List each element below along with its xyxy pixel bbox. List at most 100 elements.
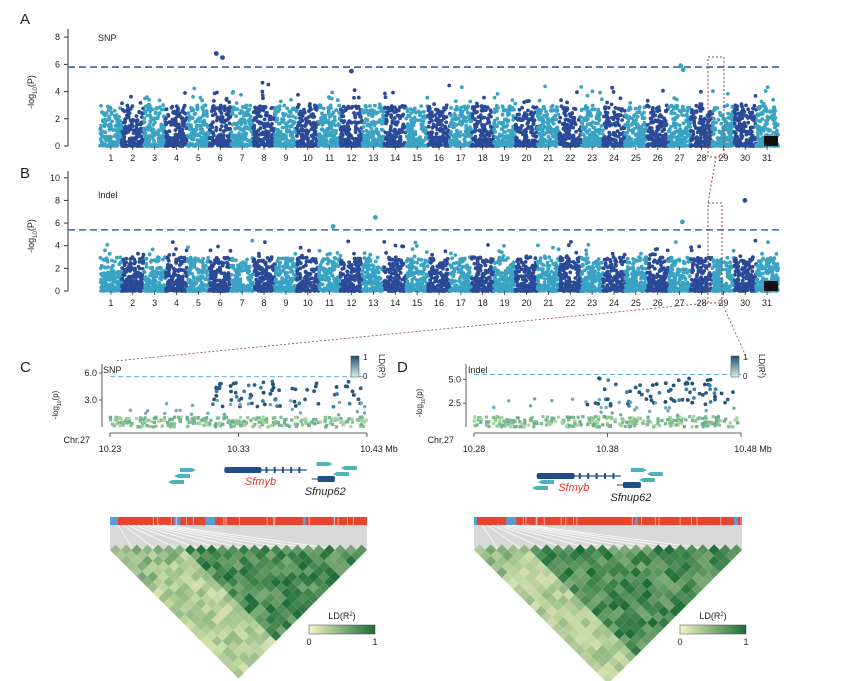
data-point (458, 134, 462, 139)
data-point (673, 125, 678, 130)
data-point (519, 143, 524, 148)
data-point (434, 143, 439, 148)
data-point (464, 107, 469, 111)
data-point (568, 119, 573, 124)
data-point (139, 126, 144, 131)
data-point (299, 127, 304, 131)
data-point (325, 134, 330, 138)
data-point (198, 144, 203, 148)
data-point (310, 115, 315, 119)
data-point (108, 126, 113, 131)
data-point (486, 118, 491, 122)
data-point (717, 110, 722, 115)
data-point (313, 136, 318, 141)
data-point (130, 124, 135, 128)
data-point (115, 274, 120, 279)
data-point (429, 112, 433, 117)
data-point (663, 132, 668, 137)
data-point (326, 109, 331, 114)
data-point (759, 111, 764, 115)
y-tick-label: 2 (55, 263, 60, 273)
data-point (444, 120, 449, 125)
data-point (155, 106, 160, 111)
data-point (684, 131, 689, 135)
chromosome-label: 1 (108, 153, 113, 163)
y-tick-label: 10 (50, 173, 60, 183)
data-point (717, 130, 722, 135)
data-point (170, 117, 175, 122)
data-point (534, 134, 539, 139)
chromosome-label: 21 (543, 153, 553, 163)
data-point (676, 114, 680, 118)
data-point (107, 251, 112, 256)
data-point (517, 112, 521, 117)
panel-b-title: Indel (98, 190, 118, 200)
chromosome-label: 22 (565, 153, 575, 163)
data-point (633, 106, 638, 111)
data-point (259, 131, 263, 136)
data-point (475, 104, 480, 108)
data-point (129, 119, 134, 124)
data-point (738, 116, 743, 121)
data-point (584, 125, 588, 129)
data-point (287, 114, 292, 119)
data-point (544, 131, 549, 135)
data-point (570, 115, 575, 120)
data-point (377, 134, 382, 139)
data-point (240, 110, 245, 115)
data-point (585, 93, 590, 98)
data-point (142, 126, 147, 131)
peak-point (220, 55, 225, 60)
data-point (647, 137, 652, 142)
data-point (192, 128, 197, 133)
data-point (114, 285, 118, 290)
data-point (107, 123, 112, 127)
data-point (377, 102, 382, 107)
data-point (603, 110, 608, 115)
data-point (120, 101, 124, 106)
data-point (193, 112, 198, 116)
data-point (759, 99, 764, 104)
data-point (291, 137, 296, 141)
data-point (597, 144, 602, 148)
data-point (584, 143, 589, 148)
data-point (340, 110, 345, 115)
data-point (100, 129, 105, 134)
data-point (364, 108, 369, 113)
data-point (103, 248, 107, 253)
data-point (373, 137, 378, 142)
data-point (101, 257, 106, 262)
data-point (364, 117, 368, 122)
data-point (308, 102, 312, 106)
data-point (426, 124, 431, 129)
data-point (144, 137, 149, 141)
data-point (611, 90, 616, 94)
data-point (373, 103, 377, 108)
data-point (183, 118, 188, 123)
data-point (361, 125, 366, 129)
data-point (276, 109, 281, 114)
data-point (198, 95, 203, 100)
data-point (669, 103, 674, 108)
data-point (604, 126, 608, 130)
data-point (750, 133, 755, 138)
data-point (746, 107, 750, 112)
data-point (156, 114, 161, 119)
data-point (384, 119, 389, 124)
data-point (296, 129, 301, 134)
data-point (99, 266, 103, 271)
chromosome-label: 11 (325, 153, 334, 163)
data-point (419, 104, 424, 108)
data-point (733, 105, 738, 110)
data-point (461, 133, 466, 137)
data-point (508, 141, 512, 146)
data-point (230, 133, 234, 137)
data-point (211, 120, 215, 124)
data-point (610, 85, 615, 90)
data-point (597, 115, 601, 120)
data-point (287, 119, 291, 124)
